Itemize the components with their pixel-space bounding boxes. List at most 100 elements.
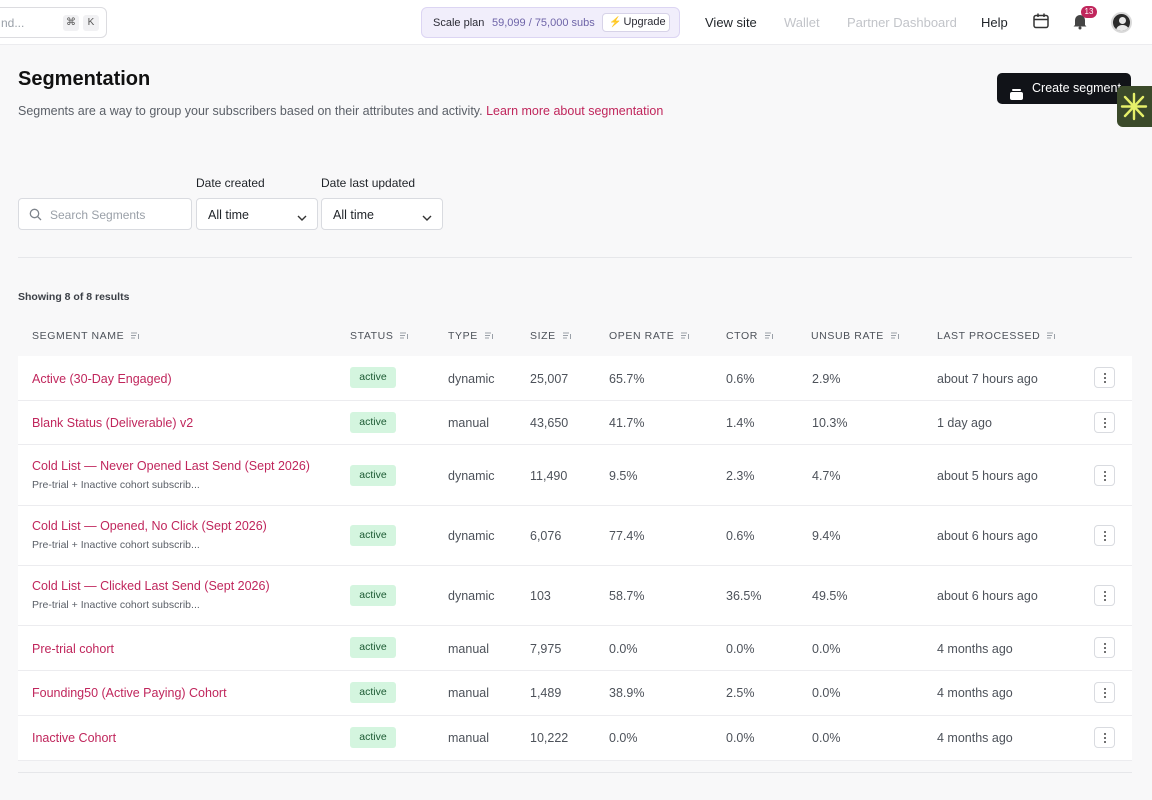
segment-unsub-rate: 49.5% — [812, 589, 848, 603]
sort-icon — [484, 331, 494, 343]
segment-unsub-rate: 0.0% — [812, 642, 841, 656]
column-header-status[interactable]: STATUS — [350, 330, 409, 343]
segment-ctor: 0.0% — [726, 642, 755, 656]
date-updated-select[interactable]: All time — [321, 198, 443, 230]
segment-unsub-rate: 0.0% — [812, 731, 841, 745]
page-description: Segments are a way to group your subscri… — [18, 104, 663, 118]
assistant-widget[interactable] — [1117, 86, 1152, 127]
segment-open-rate: 38.9% — [609, 686, 645, 700]
column-header-segment-name[interactable]: SEGMENT NAME — [32, 330, 140, 343]
date-updated-label: Date last updated — [321, 176, 416, 190]
partner-dashboard-link[interactable]: Partner Dashboard — [847, 15, 957, 30]
table-row: Active (30-Day Engaged) active dynamic 2… — [18, 356, 1132, 401]
segment-type: manual — [448, 416, 489, 430]
segments-table-header: SEGMENT NAME STATUS TYPE SIZE OPEN RATE … — [18, 320, 1132, 355]
row-actions-menu-icon[interactable] — [1094, 727, 1115, 748]
view-site-link[interactable]: View site — [705, 15, 757, 30]
date-created-value: All time — [208, 208, 249, 222]
sort-icon — [1046, 331, 1056, 343]
status-badge: active — [350, 727, 396, 748]
lightning-icon: ⚡ — [609, 17, 622, 28]
segment-name-link[interactable]: Founding50 (Active Paying) Cohort — [32, 686, 227, 700]
plan-name: Scale plan — [433, 17, 485, 29]
learn-more-link[interactable]: Learn more about segmentation — [486, 104, 664, 118]
row-actions-menu-icon[interactable] — [1094, 682, 1115, 703]
bell-icon[interactable] — [1071, 12, 1091, 32]
table-bottom-border — [18, 772, 1132, 773]
segment-description: Pre-trial + Inactive cohort subscrib... — [32, 479, 200, 491]
segment-last-processed: about 6 hours ago — [937, 589, 1038, 603]
date-updated-value: All time — [333, 208, 374, 222]
segment-name-link[interactable]: Cold List — Never Opened Last Send (Sept… — [32, 459, 310, 473]
segment-name-link[interactable]: Blank Status (Deliverable) v2 — [32, 416, 194, 430]
chevron-down-icon — [422, 210, 432, 225]
segment-ctor: 2.3% — [726, 469, 755, 483]
row-actions-menu-icon[interactable] — [1094, 465, 1115, 486]
global-search-placeholder: nd... — [1, 16, 25, 30]
global-search-input[interactable]: nd... ⌘ K — [0, 7, 107, 38]
table-row: Cold List — Never Opened Last Send (Sept… — [18, 445, 1132, 506]
status-badge: active — [350, 367, 396, 388]
segment-open-rate: 0.0% — [609, 642, 638, 656]
segment-name-link[interactable]: Active (30-Day Engaged) — [32, 372, 172, 386]
segment-name-link[interactable]: Pre-trial cohort — [32, 642, 114, 656]
segment-name-link[interactable]: Cold List — Opened, No Click (Sept 2026) — [32, 519, 267, 533]
column-header-last-processed[interactable]: LAST PROCESSED — [937, 330, 1056, 343]
column-header-size[interactable]: SIZE — [530, 330, 572, 343]
segment-open-rate: 9.5% — [609, 469, 638, 483]
segment-ctor: 1.4% — [726, 416, 755, 430]
user-avatar[interactable] — [1111, 12, 1132, 33]
row-actions-menu-icon[interactable] — [1094, 637, 1115, 658]
segment-size: 103 — [530, 589, 551, 603]
segment-size: 11,490 — [530, 469, 568, 483]
upgrade-button[interactable]: ⚡ Upgrade — [602, 13, 670, 32]
segment-open-rate: 77.4% — [609, 529, 645, 543]
status-badge: active — [350, 682, 396, 703]
table-row: Inactive Cohort active manual 10,222 0.0… — [18, 716, 1132, 761]
column-header-open-rate[interactable]: OPEN RATE — [609, 330, 690, 343]
wallet-link[interactable]: Wallet — [784, 15, 820, 30]
segment-type: dynamic — [448, 469, 495, 483]
help-link[interactable]: Help — [981, 15, 1008, 30]
notification-count-badge: 13 — [1081, 6, 1097, 18]
status-badge: active — [350, 637, 396, 658]
table-row: Cold List — Opened, No Click (Sept 2026)… — [18, 506, 1132, 566]
filter-divider — [18, 257, 1132, 258]
row-actions-menu-icon[interactable] — [1094, 585, 1115, 606]
date-created-select[interactable]: All time — [196, 198, 318, 230]
plan-subscriber-count: 59,099 / 75,000 subs — [492, 17, 595, 29]
segment-description: Pre-trial + Inactive cohort subscrib... — [32, 539, 200, 551]
column-header-unsub-rate[interactable]: UNSUB RATE — [811, 330, 900, 343]
segment-type: dynamic — [448, 529, 495, 543]
status-badge: active — [350, 412, 396, 433]
status-badge: active — [350, 525, 396, 546]
results-count: Showing 8 of 8 results — [18, 291, 130, 303]
table-row: Founding50 (Active Paying) Cohort active… — [18, 671, 1132, 716]
upgrade-label: Upgrade — [623, 16, 666, 28]
plan-usage-pill: Scale plan 59,099 / 75,000 subs ⚡ Upgrade — [421, 7, 680, 38]
segment-unsub-rate: 0.0% — [812, 686, 841, 700]
segment-search-placeholder: Search Segments — [50, 208, 146, 222]
segment-name-link[interactable]: Cold List — Clicked Last Send (Sept 2026… — [32, 579, 270, 593]
column-header-ctor[interactable]: CTOR — [726, 330, 774, 343]
table-row: Cold List — Clicked Last Send (Sept 2026… — [18, 566, 1132, 626]
row-actions-menu-icon[interactable] — [1094, 525, 1115, 546]
segment-size: 6,076 — [530, 529, 562, 543]
segment-type: dynamic — [448, 589, 495, 603]
segment-search-input[interactable]: Search Segments — [18, 198, 192, 230]
segment-ctor: 0.6% — [726, 372, 755, 386]
calendar-icon[interactable] — [1032, 12, 1052, 32]
column-header-type[interactable]: TYPE — [448, 330, 494, 343]
chevron-down-icon — [297, 210, 307, 225]
stack-icon — [1009, 82, 1024, 100]
row-actions-menu-icon[interactable] — [1094, 367, 1115, 388]
row-actions-menu-icon[interactable] — [1094, 412, 1115, 433]
status-badge: active — [350, 585, 396, 606]
segment-name-link[interactable]: Inactive Cohort — [32, 731, 117, 745]
segment-open-rate: 58.7% — [609, 589, 645, 603]
top-bar: nd... ⌘ K Scale plan 59,099 / 75,000 sub… — [0, 0, 1152, 45]
page-title: Segmentation — [18, 68, 151, 90]
create-segment-label: Create segment — [1032, 81, 1121, 95]
create-segment-button[interactable]: Create segment — [997, 73, 1131, 104]
segment-unsub-rate: 2.9% — [812, 372, 841, 386]
